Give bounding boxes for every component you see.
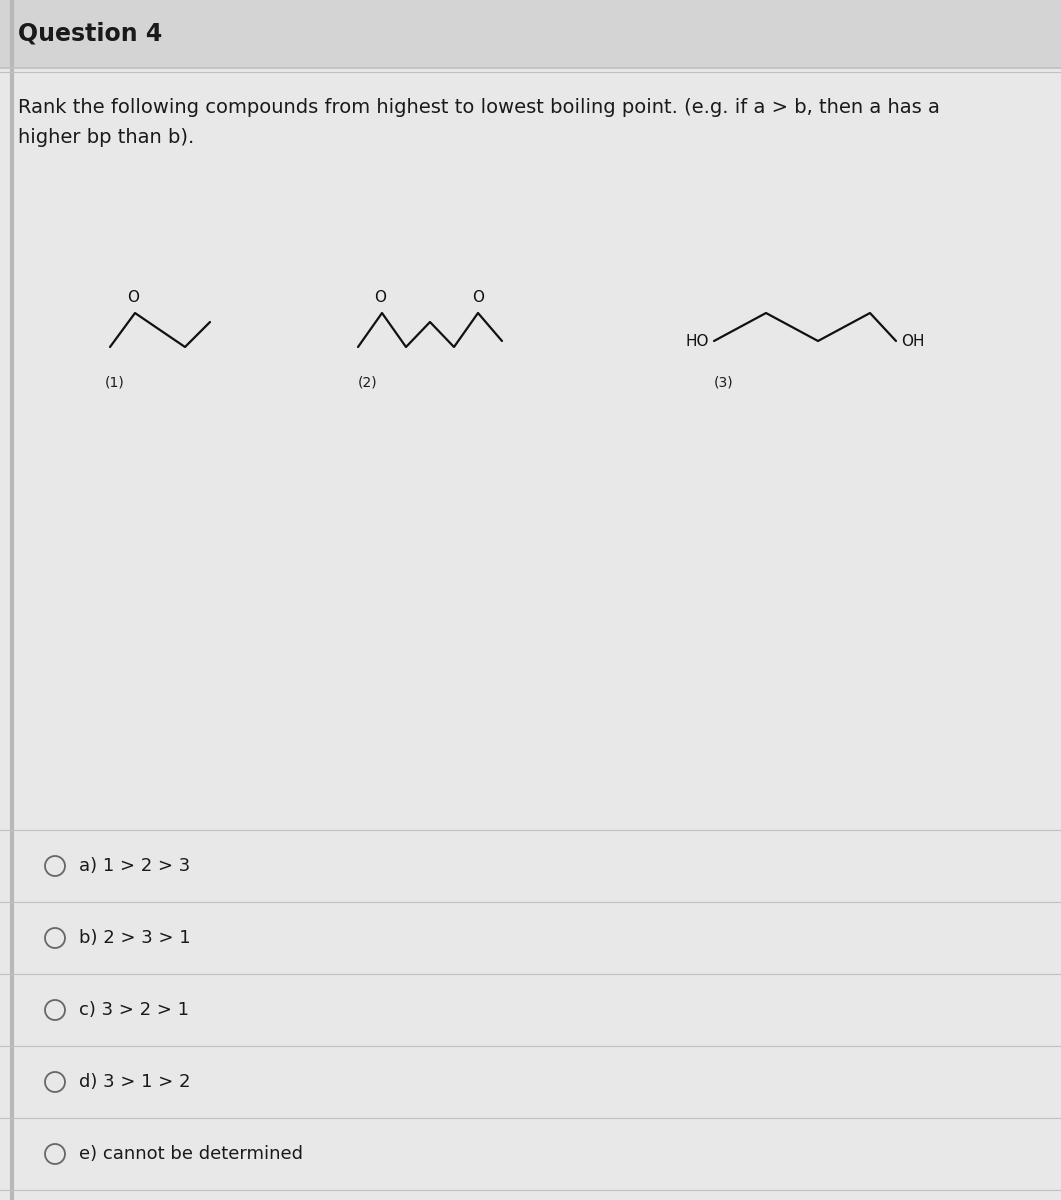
Text: O: O [127, 290, 139, 305]
Text: a) 1 > 2 > 3: a) 1 > 2 > 3 [79, 857, 190, 875]
Text: HO: HO [685, 334, 709, 348]
Text: d) 3 > 1 > 2: d) 3 > 1 > 2 [79, 1073, 191, 1091]
Text: c) 3 > 2 > 1: c) 3 > 2 > 1 [79, 1001, 189, 1019]
Text: b) 2 > 3 > 1: b) 2 > 3 > 1 [79, 929, 191, 947]
Text: (2): (2) [359, 374, 378, 389]
Text: e) cannot be determined: e) cannot be determined [79, 1145, 303, 1163]
Text: O: O [373, 290, 386, 305]
Text: (1): (1) [105, 374, 125, 389]
Bar [0, 0, 1061, 68]
Text: Rank the following compounds from highest to lowest boiling point. (e.g. if a > : Rank the following compounds from highes… [18, 98, 940, 116]
Text: higher bp than b).: higher bp than b). [18, 128, 194, 146]
Text: OH: OH [901, 334, 924, 348]
Text: O: O [472, 290, 484, 305]
Text: (3): (3) [714, 374, 734, 389]
Text: Question 4: Question 4 [18, 22, 162, 46]
